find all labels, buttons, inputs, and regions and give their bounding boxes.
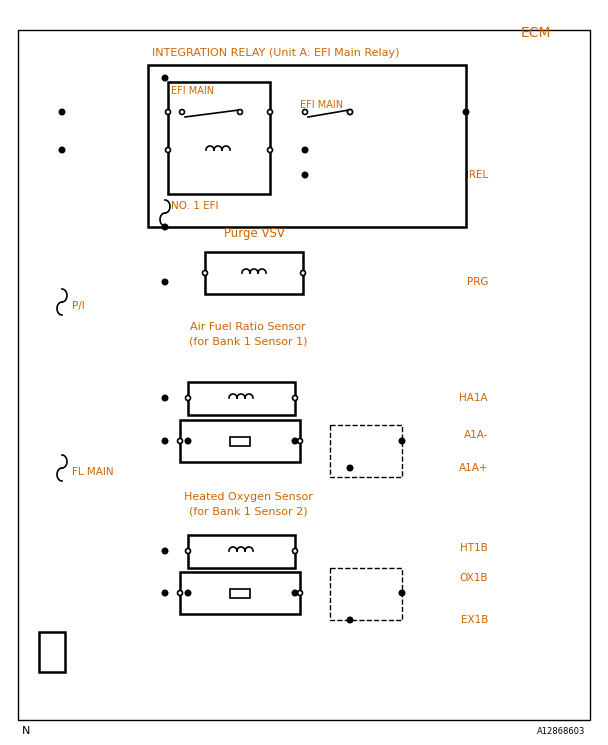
Circle shape <box>185 396 190 401</box>
Bar <box>230 589 250 597</box>
Circle shape <box>347 617 353 623</box>
Circle shape <box>162 224 168 229</box>
Text: FL MAIN: FL MAIN <box>72 467 114 477</box>
Text: (for Bank 1 Sensor 2): (for Bank 1 Sensor 2) <box>188 506 307 516</box>
FancyBboxPatch shape <box>485 45 587 687</box>
Text: ECM: ECM <box>520 26 551 40</box>
Text: EX1B: EX1B <box>461 615 488 625</box>
Circle shape <box>162 438 168 444</box>
Circle shape <box>300 270 305 276</box>
Text: A1A-: A1A- <box>464 430 488 440</box>
Circle shape <box>185 548 190 554</box>
Text: Heated Oxygen Sensor: Heated Oxygen Sensor <box>184 492 313 502</box>
Text: MREL: MREL <box>460 170 488 180</box>
Circle shape <box>162 395 168 401</box>
Circle shape <box>179 110 184 115</box>
Circle shape <box>162 548 168 554</box>
Bar <box>330 425 402 477</box>
Circle shape <box>202 270 207 276</box>
Text: OX1B: OX1B <box>460 573 488 583</box>
Circle shape <box>297 591 303 595</box>
Text: Purge VSV: Purge VSV <box>224 227 285 240</box>
Circle shape <box>178 439 182 443</box>
Circle shape <box>165 148 170 153</box>
Text: A12868603: A12868603 <box>537 727 585 736</box>
Circle shape <box>347 465 353 471</box>
Text: HT1B: HT1B <box>460 543 488 553</box>
Circle shape <box>292 438 298 444</box>
Bar <box>230 437 250 446</box>
Text: N: N <box>22 726 30 736</box>
Bar <box>330 568 402 620</box>
Circle shape <box>348 110 353 115</box>
Text: NO. 1 EFI: NO. 1 EFI <box>171 201 218 211</box>
Circle shape <box>292 396 297 401</box>
Circle shape <box>59 110 65 115</box>
Circle shape <box>399 590 405 596</box>
Bar <box>205 252 303 294</box>
Text: (for Bank 1 Sensor 1): (for Bank 1 Sensor 1) <box>188 336 307 346</box>
Circle shape <box>463 110 469 115</box>
Text: EFI MAIN: EFI MAIN <box>171 86 214 96</box>
Circle shape <box>185 590 191 596</box>
Circle shape <box>297 439 303 443</box>
Circle shape <box>59 148 65 153</box>
Bar <box>188 535 295 568</box>
Circle shape <box>162 75 168 80</box>
Circle shape <box>238 110 243 115</box>
Bar <box>39 632 65 672</box>
Circle shape <box>165 110 170 115</box>
Bar <box>188 382 295 415</box>
Bar <box>148 65 466 227</box>
Text: A1A+: A1A+ <box>458 463 488 473</box>
Text: PRG: PRG <box>466 277 488 287</box>
Circle shape <box>162 590 168 596</box>
Circle shape <box>303 110 308 115</box>
Text: EFI MAIN: EFI MAIN <box>300 100 343 110</box>
Circle shape <box>302 148 308 153</box>
Bar <box>180 420 300 462</box>
Circle shape <box>292 548 297 554</box>
Circle shape <box>399 438 405 444</box>
Text: HA1A: HA1A <box>460 393 488 403</box>
Bar <box>180 572 300 614</box>
Text: Air Fuel Ratio Sensor: Air Fuel Ratio Sensor <box>190 322 306 332</box>
Bar <box>168 82 270 194</box>
Text: INTEGRATION RELAY (Unit A: EFI Main Relay): INTEGRATION RELAY (Unit A: EFI Main Rela… <box>152 48 399 58</box>
Circle shape <box>178 591 182 595</box>
Circle shape <box>162 279 168 285</box>
Text: P/I: P/I <box>72 301 85 311</box>
Circle shape <box>268 148 272 153</box>
Circle shape <box>292 590 298 596</box>
Circle shape <box>185 438 191 444</box>
Circle shape <box>348 110 353 115</box>
Circle shape <box>268 110 272 115</box>
Circle shape <box>302 172 308 178</box>
